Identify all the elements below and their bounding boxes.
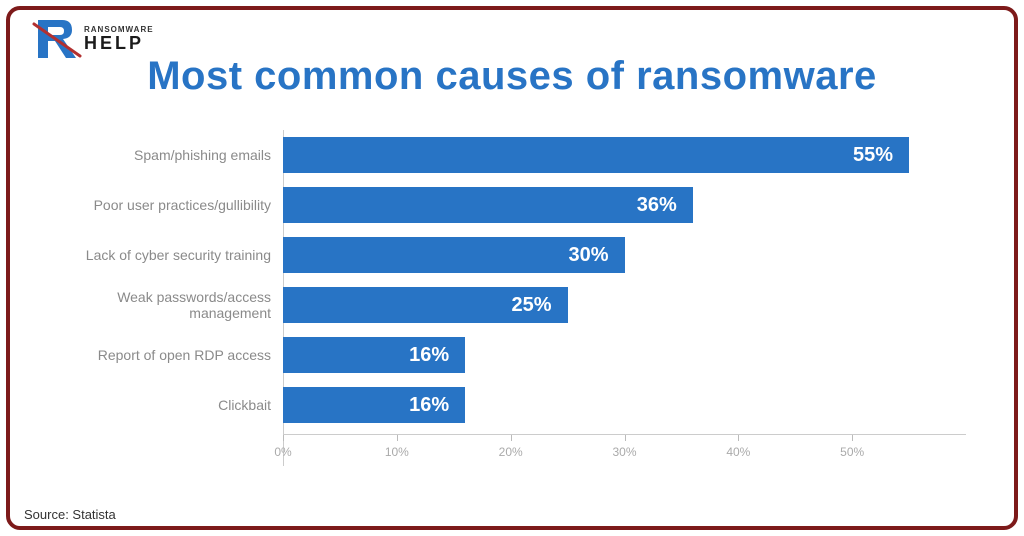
- x-axis-line: 0%10%20%30%40%50%: [283, 434, 966, 435]
- source-attribution: Source: Statista: [24, 507, 116, 522]
- bar: 36%: [283, 187, 693, 223]
- x-tick-label: 20%: [499, 445, 523, 459]
- bar-label: Lack of cyber security training: [58, 247, 283, 263]
- x-tick-label: 50%: [840, 445, 864, 459]
- chart-row: Weak passwords/access management25%: [58, 280, 966, 330]
- chart-row: Clickbait16%: [58, 380, 966, 430]
- x-tick: [283, 435, 284, 441]
- bar-label: Poor user practices/gullibility: [58, 197, 283, 213]
- bar-label: Weak passwords/access management: [58, 289, 283, 321]
- x-tick: [625, 435, 626, 441]
- chart-row: Lack of cyber security training30%: [58, 230, 966, 280]
- bar-chart: Spam/phishing emails55%Poor user practic…: [58, 130, 966, 466]
- logo-text-bottom: HELP: [84, 34, 154, 52]
- x-tick-label: 30%: [612, 445, 636, 459]
- bar-label: Spam/phishing emails: [58, 147, 283, 163]
- bar-track: 16%: [283, 335, 966, 375]
- logo-text: RANSOMWARE HELP: [84, 26, 154, 52]
- x-tick-label: 0%: [274, 445, 291, 459]
- x-tick: [738, 435, 739, 441]
- bar-label: Clickbait: [58, 397, 283, 413]
- bar: 16%: [283, 387, 465, 423]
- bar: 55%: [283, 137, 909, 173]
- bar-track: 16%: [283, 385, 966, 425]
- chart-row: Poor user practices/gullibility36%: [58, 180, 966, 230]
- bar-track: 25%: [283, 285, 966, 325]
- x-tick: [397, 435, 398, 441]
- chart-row: Report of open RDP access16%: [58, 330, 966, 380]
- x-tick: [511, 435, 512, 441]
- x-tick: [852, 435, 853, 441]
- x-tick-label: 10%: [385, 445, 409, 459]
- bar: 30%: [283, 237, 625, 273]
- bar-track: 30%: [283, 235, 966, 275]
- x-tick-label: 40%: [726, 445, 750, 459]
- bar: 16%: [283, 337, 465, 373]
- chart-row: Spam/phishing emails55%: [58, 130, 966, 180]
- bar-track: 36%: [283, 185, 966, 225]
- chart-frame: RANSOMWARE HELP Most common causes of ra…: [6, 6, 1018, 530]
- bar-track: 55%: [283, 135, 966, 175]
- chart-title: Most common causes of ransomware: [10, 54, 1014, 99]
- bar-label: Report of open RDP access: [58, 347, 283, 363]
- bar: 25%: [283, 287, 568, 323]
